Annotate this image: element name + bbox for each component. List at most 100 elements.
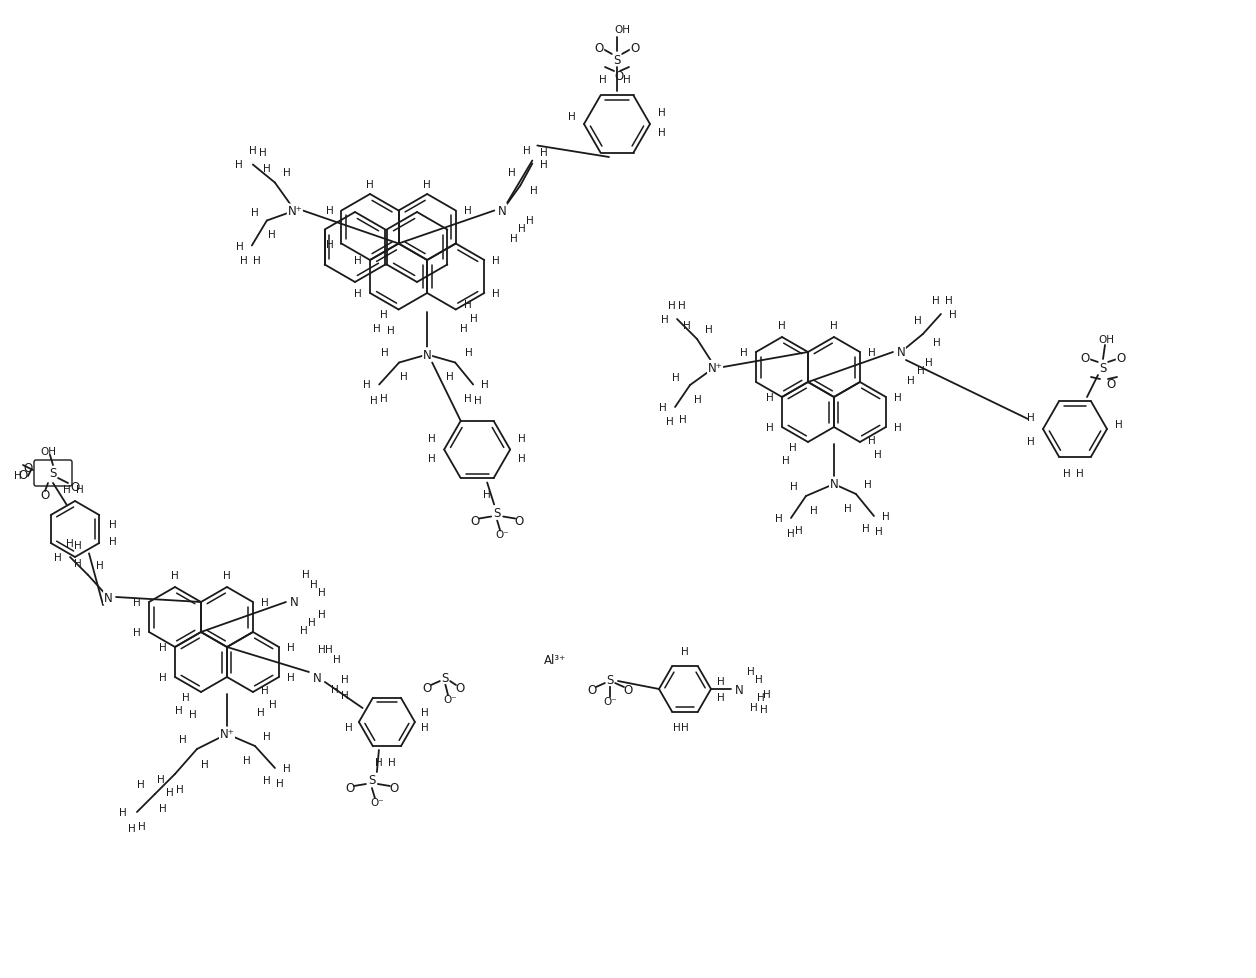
- Text: H: H: [757, 692, 765, 702]
- Text: H: H: [160, 803, 167, 813]
- Text: H: H: [788, 528, 795, 539]
- Text: N: N: [897, 346, 906, 359]
- Text: H: H: [658, 128, 666, 138]
- Text: H: H: [371, 396, 378, 406]
- Text: N⁺: N⁺: [707, 361, 722, 375]
- Text: O: O: [515, 514, 524, 527]
- Text: O⁻: O⁻: [603, 696, 617, 706]
- Text: O: O: [345, 781, 354, 795]
- Text: H: H: [182, 692, 190, 702]
- Text: H: H: [354, 289, 362, 298]
- Text: H: H: [268, 230, 276, 241]
- Text: H: H: [950, 310, 957, 320]
- Text: H: H: [63, 484, 70, 495]
- Text: H: H: [747, 666, 755, 677]
- Text: H: H: [308, 617, 315, 627]
- Text: H: H: [844, 504, 852, 513]
- Text: H: H: [683, 321, 691, 331]
- Text: H: H: [160, 643, 167, 652]
- Text: H: H: [77, 484, 84, 495]
- Text: O⁻: O⁻: [495, 530, 509, 540]
- Text: O: O: [614, 69, 624, 82]
- Text: H: H: [388, 757, 396, 767]
- Text: H: H: [1027, 413, 1035, 422]
- Text: N⁺: N⁺: [220, 728, 235, 740]
- Text: N: N: [829, 478, 838, 491]
- Text: N: N: [423, 348, 432, 362]
- Text: H: H: [261, 686, 269, 695]
- Text: H: H: [259, 149, 266, 158]
- Text: H: H: [74, 541, 82, 551]
- Text: H: H: [463, 206, 471, 216]
- Text: H: H: [269, 699, 276, 709]
- Text: H: H: [240, 255, 247, 265]
- Text: H: H: [373, 323, 381, 333]
- Text: H: H: [465, 394, 472, 404]
- Text: O: O: [471, 514, 480, 527]
- Text: H: H: [236, 242, 244, 251]
- Text: H: H: [874, 450, 882, 460]
- Text: H: H: [894, 392, 902, 403]
- Text: O: O: [70, 481, 79, 494]
- Text: O: O: [623, 683, 633, 695]
- Text: H: H: [381, 394, 388, 404]
- Text: H: H: [463, 300, 471, 310]
- Text: H: H: [740, 347, 747, 358]
- Text: H: H: [345, 723, 353, 733]
- Text: H: H: [790, 481, 798, 492]
- Text: H: H: [460, 323, 467, 333]
- Text: O: O: [1107, 378, 1115, 390]
- Text: H: H: [623, 75, 631, 85]
- Text: H: H: [421, 723, 428, 733]
- Text: H: H: [810, 506, 818, 515]
- Text: H: H: [1115, 420, 1123, 429]
- Text: H: H: [864, 479, 872, 490]
- Text: H: H: [519, 224, 526, 235]
- Text: H: H: [379, 310, 387, 320]
- Text: S: S: [49, 467, 57, 480]
- Text: H: H: [672, 373, 679, 382]
- Text: H: H: [868, 435, 875, 446]
- Text: H: H: [481, 380, 489, 390]
- Text: H: H: [318, 645, 325, 654]
- Text: H: H: [244, 755, 251, 765]
- Text: H: H: [367, 180, 374, 190]
- Text: H: H: [283, 168, 290, 178]
- Text: H: H: [176, 784, 183, 794]
- Text: H: H: [342, 674, 349, 685]
- Text: H: H: [779, 321, 786, 331]
- Text: H: H: [175, 705, 183, 715]
- Text: N⁺: N⁺: [288, 204, 303, 218]
- Text: H: H: [766, 392, 774, 403]
- Text: H: H: [133, 598, 141, 607]
- Text: H: H: [945, 295, 953, 306]
- Text: N: N: [313, 671, 322, 684]
- Text: H: H: [766, 422, 774, 432]
- Text: H: H: [764, 689, 771, 699]
- Text: H: H: [138, 822, 146, 831]
- Text: H: H: [325, 206, 333, 216]
- Text: O: O: [594, 41, 604, 55]
- Text: H: H: [288, 643, 295, 652]
- Text: H: H: [67, 539, 74, 549]
- Text: H: H: [109, 519, 117, 529]
- Text: H: H: [1063, 468, 1071, 478]
- Text: H: H: [789, 443, 796, 453]
- Text: H: H: [894, 422, 902, 432]
- Text: O: O: [422, 681, 432, 693]
- Text: H: H: [568, 111, 575, 122]
- Text: O: O: [456, 681, 465, 693]
- Text: H: H: [300, 625, 308, 636]
- Text: H: H: [263, 732, 271, 741]
- Text: S: S: [1099, 361, 1107, 375]
- Text: O: O: [1117, 351, 1125, 364]
- Text: H: H: [681, 646, 688, 656]
- Text: H: H: [917, 366, 924, 376]
- Text: H: H: [283, 763, 291, 774]
- Text: H: H: [695, 394, 702, 405]
- Text: H: H: [868, 347, 875, 358]
- Text: H: H: [666, 417, 674, 426]
- Text: O: O: [588, 683, 597, 695]
- Text: H: H: [475, 396, 482, 406]
- Text: H: H: [166, 787, 173, 797]
